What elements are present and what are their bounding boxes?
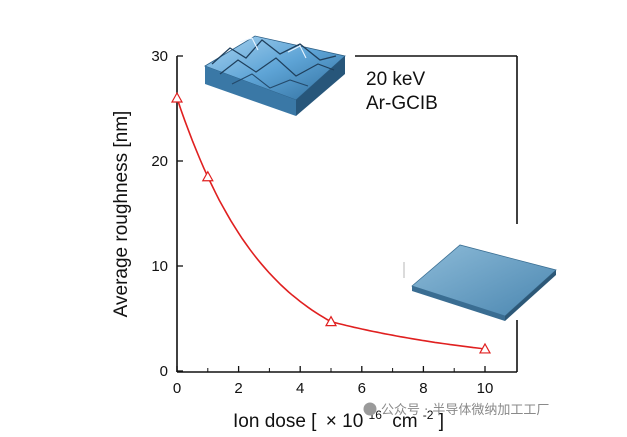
x-axis-label-times: ×	[326, 411, 337, 432]
x-tick-label: 0	[173, 380, 181, 397]
x-ticks: 0 2 4 6 8 10	[173, 366, 494, 397]
x-tick-label: 6	[358, 380, 366, 397]
x-tick-label: 8	[419, 380, 427, 397]
y-tick-label: 0	[160, 363, 168, 380]
data-point-marker	[324, 315, 338, 327]
annotation-beam: Ar-GCIB	[366, 93, 438, 114]
y-ticks: 0 10 20 30	[151, 48, 183, 380]
fit-curve	[176, 97, 486, 350]
data-point-marker	[201, 170, 214, 182]
x-axis-label-close: ]	[439, 411, 444, 432]
x-axis-label-unit-exp: -2	[423, 408, 434, 422]
data-point-marker	[478, 342, 492, 354]
data-markers	[170, 91, 492, 354]
watermark-text: 公众号 · 半导体微纳加工工厂	[381, 403, 549, 418]
x-axis-label-quantity: Ion dose [	[233, 411, 317, 432]
y-axis-label: Average roughness [nm]	[111, 111, 132, 318]
y-tick-label: 20	[151, 153, 168, 170]
x-axis-label-unit: cm	[392, 411, 417, 432]
plot-frame	[176, 55, 518, 373]
y-tick-label: 30	[151, 48, 168, 65]
wechat-icon	[363, 402, 377, 416]
rough-surface-inset	[204, 35, 346, 116]
x-axis-label-base: 10	[342, 411, 363, 432]
x-tick-label: 2	[234, 380, 242, 397]
smooth-surface-inset	[403, 244, 557, 321]
watermark: 公众号 · 半导体微纳加工工厂	[363, 402, 549, 418]
x-tick-label: 4	[296, 380, 304, 397]
y-tick-label: 10	[151, 258, 168, 275]
x-tick-label: 10	[477, 380, 494, 397]
annotation-energy: 20 keV	[366, 69, 425, 90]
data-point-marker	[170, 91, 184, 103]
